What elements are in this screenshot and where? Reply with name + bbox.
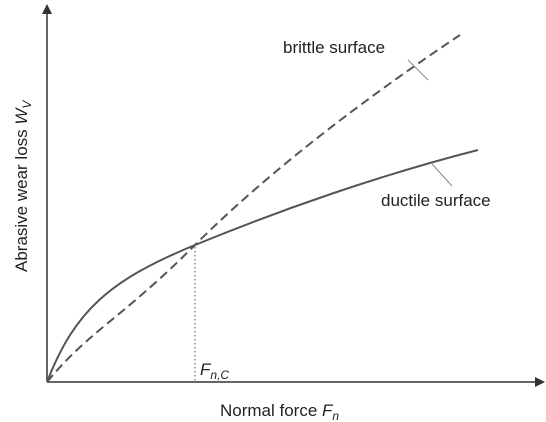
brittle-curve bbox=[46, 34, 461, 383]
symbol: F bbox=[322, 401, 334, 420]
y-axis-label: Abrasive wear loss WV bbox=[12, 100, 34, 272]
subscript: n bbox=[332, 409, 339, 422]
ductile-curve bbox=[46, 149, 479, 383]
label-text: Normal force bbox=[220, 401, 322, 420]
ductile-label: ductile surface bbox=[381, 191, 491, 210]
x-axis-label: Normal force Fn bbox=[220, 401, 339, 422]
ductile-leader bbox=[431, 163, 453, 187]
brittle-label: brittle surface bbox=[283, 38, 385, 57]
brittle-leader bbox=[407, 59, 429, 81]
subscript: n,C bbox=[210, 368, 229, 382]
symbol: F bbox=[200, 360, 212, 379]
symbol: W bbox=[12, 107, 31, 125]
critical-force-label: Fn,C bbox=[200, 360, 229, 382]
label-text: Abrasive wear loss bbox=[12, 125, 31, 272]
subscript: V bbox=[20, 100, 34, 109]
